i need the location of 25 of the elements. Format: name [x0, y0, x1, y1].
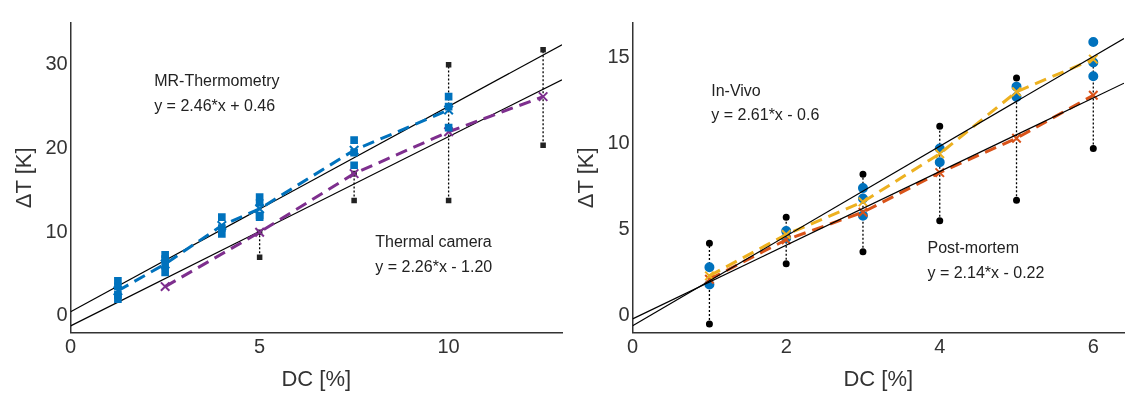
annotation: y = 2.26*x - 1.20 [375, 257, 493, 275]
y-tick-label: 30 [45, 52, 68, 75]
x-axis-title: DC [%] [281, 365, 352, 391]
y-tick-label: 0 [56, 303, 68, 326]
annotation: y = 2.14*x - 0.22 [927, 264, 1045, 282]
y-axis-title: ΔT [K] [11, 147, 37, 209]
x-tick-label: 2 [780, 335, 792, 358]
annotation: MR-Thermometry [154, 72, 280, 90]
annotation: y = 2.46*x + 0.46 [154, 97, 276, 114]
y-tick-label: 15 [607, 44, 630, 67]
x-tick-label: 10 [437, 335, 460, 358]
y-tick-label: 0 [618, 302, 630, 325]
annotation: In-Vivo [711, 81, 761, 99]
y-tick-label: 5 [618, 216, 630, 239]
annotation: y = 2.61*x - 0.6 [711, 106, 820, 124]
annotation: Thermal camera [375, 233, 492, 251]
x-tick-label: 5 [254, 335, 266, 358]
y-tick-label: 10 [607, 130, 630, 153]
x-axis-title: DC [%] [843, 365, 914, 391]
y-tick-label: 20 [45, 136, 68, 159]
x-tick-label: 4 [934, 335, 946, 358]
annotation: Post-mortem [927, 239, 1020, 257]
y-tick-label: 10 [45, 219, 68, 242]
x-tick-label: 6 [1087, 335, 1099, 358]
y-axis-title: ΔT [K] [573, 147, 599, 209]
